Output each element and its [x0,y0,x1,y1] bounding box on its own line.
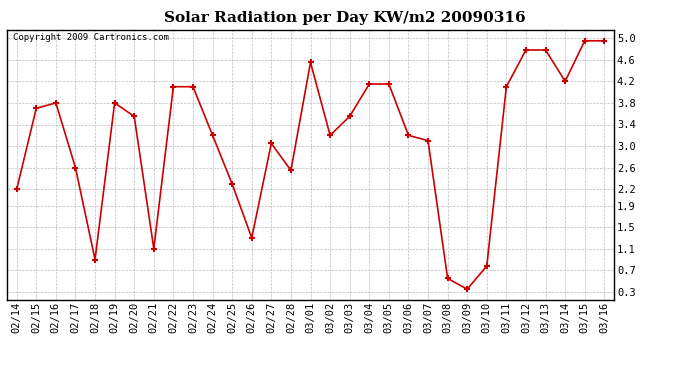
Text: Copyright 2009 Cartronics.com: Copyright 2009 Cartronics.com [13,33,169,42]
Text: Solar Radiation per Day KW/m2 20090316: Solar Radiation per Day KW/m2 20090316 [164,11,526,25]
